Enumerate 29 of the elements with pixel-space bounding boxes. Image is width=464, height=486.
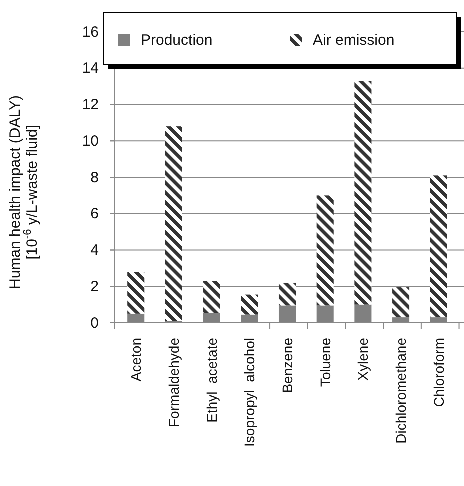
- x-tick-label: Ethyl acetate: [204, 338, 220, 423]
- y-tick-label: 6: [90, 206, 99, 223]
- x-tick-label: Xylene: [355, 338, 372, 381]
- y-tick-label: 16: [82, 24, 99, 41]
- x-tick-label: Benzene: [280, 338, 296, 394]
- bar: [203, 281, 220, 313]
- bar: [392, 288, 410, 318]
- x-tick-label: Dichloromethane: [393, 338, 410, 444]
- x-tick-label: Toluene: [317, 338, 334, 388]
- y-tick-label: 2: [90, 278, 99, 296]
- y-tick-label: 0: [90, 314, 99, 332]
- x-tick-label: Aceton: [128, 338, 144, 382]
- y-tick-label: 12: [82, 96, 99, 114]
- y-tick-label: 14: [82, 60, 99, 78]
- bar: [165, 126, 182, 322]
- legend-label: Production: [141, 32, 213, 49]
- x-tick-label: Chloroform: [430, 338, 447, 408]
- bar: [430, 176, 448, 318]
- y-tick-label: 10: [82, 132, 99, 150]
- bar: [128, 272, 145, 314]
- bar: [316, 196, 334, 306]
- y-tick-label: 8: [90, 169, 99, 186]
- bar: [278, 282, 296, 306]
- legend-label: Air emission: [313, 32, 395, 49]
- bar: [354, 81, 372, 305]
- x-tick-label: Isopropyl alcohol: [242, 338, 258, 447]
- y-tick-label: 4: [90, 242, 99, 260]
- x-tick-label: Formaldehyde: [166, 338, 182, 428]
- bar: [241, 294, 258, 315]
